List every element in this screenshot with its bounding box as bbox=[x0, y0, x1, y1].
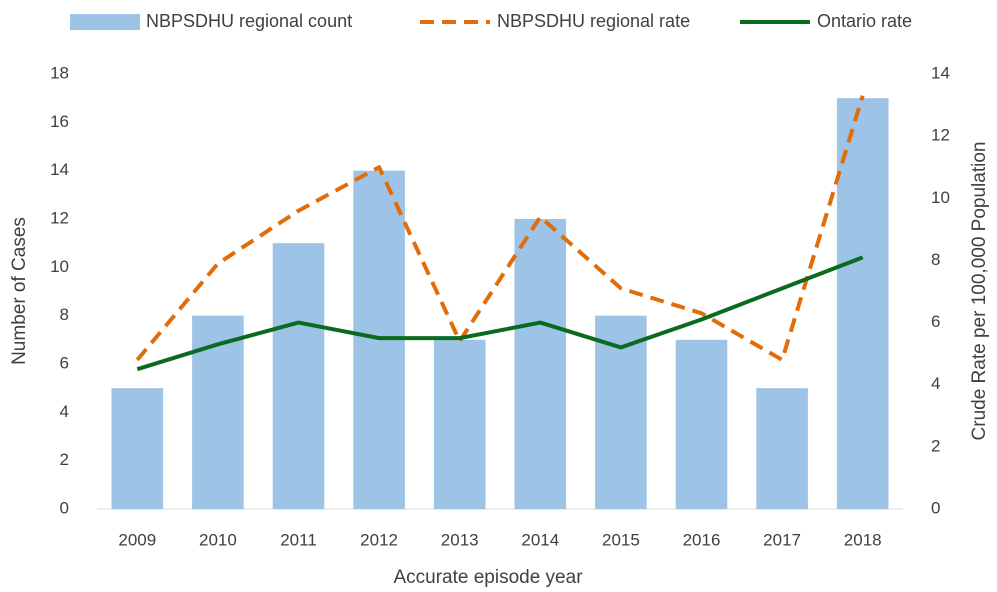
bar bbox=[675, 339, 728, 509]
bar bbox=[836, 98, 889, 510]
x-tick-label: 2018 bbox=[844, 530, 882, 549]
y2-tick-label: 8 bbox=[931, 250, 940, 269]
x-tick-label: 2016 bbox=[683, 530, 721, 549]
x-tick-label: 2012 bbox=[360, 530, 398, 549]
x-tick-label: 2014 bbox=[521, 530, 559, 549]
y-tick-label: 0 bbox=[60, 498, 69, 517]
x-tick-label: 2013 bbox=[441, 530, 479, 549]
bar bbox=[111, 388, 164, 509]
y2-tick-label: 4 bbox=[931, 374, 940, 393]
legend-label: Ontario rate bbox=[817, 11, 912, 31]
y2-axis-title: Crude Rate per 100,000 Population bbox=[969, 142, 990, 441]
y-tick-label: 4 bbox=[60, 402, 69, 421]
bar bbox=[272, 243, 325, 509]
x-tick-label: 2017 bbox=[763, 530, 801, 549]
x-tick-label: 2015 bbox=[602, 530, 640, 549]
legend-swatch bbox=[70, 14, 140, 30]
line bbox=[135, 95, 865, 362]
y2-tick-label: 14 bbox=[931, 63, 950, 82]
y-tick-label: 12 bbox=[50, 208, 69, 227]
y-tick-label: 2 bbox=[60, 450, 69, 469]
y-tick-label: 8 bbox=[60, 305, 69, 324]
y-axis-title: Number of Cases bbox=[9, 217, 30, 365]
x-axis-title: Accurate episode year bbox=[393, 567, 583, 588]
y-tick-label: 10 bbox=[50, 257, 69, 276]
x-tick-label: 2011 bbox=[280, 530, 317, 549]
y-tick-label: 18 bbox=[50, 63, 69, 82]
bar bbox=[514, 219, 567, 509]
y2-tick-label: 6 bbox=[931, 312, 940, 331]
y-tick-label: 14 bbox=[50, 160, 69, 179]
y2-tick-label: 12 bbox=[931, 126, 950, 145]
x-tick-label: 2009 bbox=[118, 530, 156, 549]
y2-tick-label: 2 bbox=[931, 436, 940, 455]
x-tick-label: 2010 bbox=[199, 530, 237, 549]
line bbox=[136, 255, 864, 372]
legend-label: NBPSDHU regional count bbox=[146, 11, 352, 31]
bar bbox=[595, 315, 647, 509]
legend-label: NBPSDHU regional rate bbox=[497, 11, 690, 31]
y2-tick-label: 0 bbox=[931, 498, 940, 517]
bar bbox=[433, 339, 486, 509]
y-tick-label: 6 bbox=[60, 353, 69, 372]
y-tick-label: 16 bbox=[50, 112, 69, 131]
bar bbox=[756, 388, 808, 509]
y2-tick-label: 10 bbox=[931, 188, 950, 207]
